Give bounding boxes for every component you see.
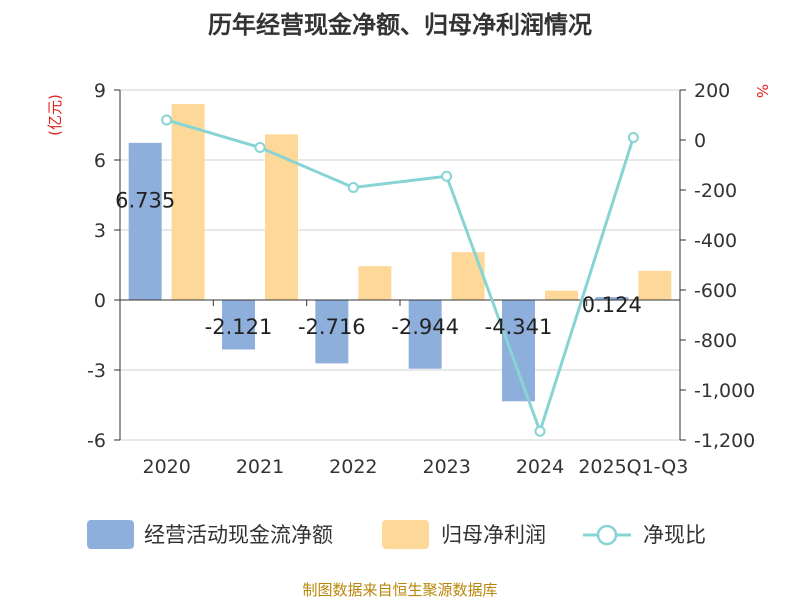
ratio-point	[347, 182, 359, 193]
left-axis-unit: (亿元)	[46, 94, 64, 136]
right-tick-label: -800	[694, 330, 737, 352]
bar-cashflow	[408, 300, 442, 369]
left-tick-label: 9	[94, 80, 106, 102]
right-tick-label: 0	[694, 130, 706, 152]
ratio-point	[627, 132, 639, 143]
bar-cashflow	[222, 300, 255, 350]
right-tick-label: -200	[694, 180, 737, 202]
category-label: 2025Q1-Q3	[578, 456, 688, 478]
right-tick-label: -400	[694, 230, 737, 252]
ratio-point	[441, 170, 453, 182]
data-label-cashflow: -2.944	[391, 315, 459, 339]
left-tick-label: -3	[87, 360, 106, 382]
ratio-line	[161, 114, 639, 437]
data-label-cashflow: 6.735	[115, 188, 175, 212]
bar-net-profit	[545, 290, 578, 300]
axes: -6 -3 0 3 6 9 -1,200 -1,000 -800 -600 -400 -200 0 200…	[87, 80, 755, 478]
data-label-cashflow: 0.124	[582, 293, 642, 317]
bar-net-profit	[358, 266, 392, 300]
left-tick-label: 3	[94, 220, 106, 242]
bar-cashflow	[315, 300, 349, 364]
right-axis-unit: %	[753, 84, 771, 98]
bars	[128, 104, 672, 402]
left-tick-label: 0	[94, 290, 106, 312]
right-tick-label: -1,200	[694, 430, 755, 452]
legend-swatch-ratio-marker	[596, 524, 618, 546]
bar-cashflow	[502, 300, 535, 402]
category-label: 2021	[236, 456, 284, 478]
right-tick-label: -600	[694, 280, 737, 302]
chart-title: 历年经营现金净额、归母净利润情况	[208, 11, 592, 39]
ratio-point	[534, 425, 546, 437]
category-label: 2023	[422, 456, 470, 478]
data-label-cashflow: -4.341	[485, 315, 553, 339]
right-tick-label: -1,000	[694, 380, 755, 402]
legend-swatch-net-profit	[382, 520, 429, 549]
legend-label-ratio: 净现比	[643, 523, 706, 547]
data-label-cashflow: -2.716	[298, 315, 366, 339]
right-tick-label: 200	[694, 80, 730, 102]
data-label-cashflow: -2.121	[205, 315, 273, 339]
bar-net-profit	[451, 252, 485, 300]
category-label: 2024	[516, 456, 564, 478]
bar-net-profit	[638, 270, 672, 300]
legend: 经营活动现金流净额 归母净利润 净现比	[87, 520, 706, 549]
ratio-point	[254, 142, 266, 153]
ratio-line-path	[166, 118, 635, 436]
data-labels: 6.735 -2.121 -2.716 -2.944 -4.341 0.124	[115, 188, 642, 339]
legend-label-cashflow: 经营活动现金流净额	[144, 523, 333, 547]
bar-net-profit	[265, 134, 298, 300]
ratio-point	[161, 114, 173, 126]
bar-cashflow	[128, 142, 162, 300]
bar-net-profit	[171, 104, 205, 300]
category-label: 2022	[329, 456, 377, 478]
bar-cashflow	[595, 297, 629, 300]
category-label: 2020	[142, 456, 190, 478]
left-tick-label: -6	[87, 430, 106, 452]
legend-swatch-cashflow	[87, 520, 134, 549]
grid	[120, 89, 680, 441]
legend-label-net-profit: 归母净利润	[441, 523, 546, 547]
source-note: 制图数据来自恒生聚源数据库	[302, 581, 497, 599]
left-tick-label: 6	[94, 150, 106, 172]
